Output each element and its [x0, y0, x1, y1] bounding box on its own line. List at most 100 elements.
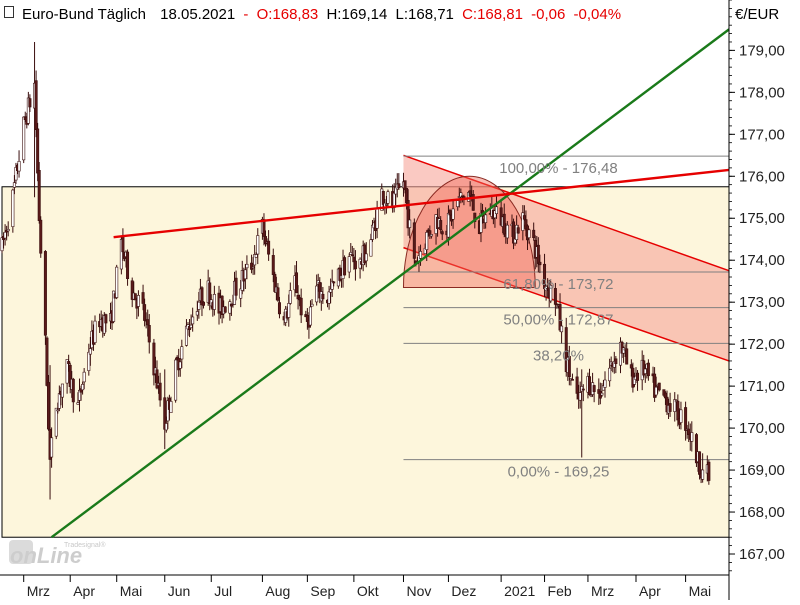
candle-body [646, 362, 650, 377]
candle-body [76, 402, 80, 405]
candle-body [88, 348, 92, 355]
candle-body [287, 303, 291, 318]
candle-body [115, 266, 119, 298]
candle-body [136, 295, 140, 307]
candle [310, 299, 314, 307]
x-tick-label: Mrz [591, 583, 614, 599]
candle-body [543, 263, 547, 290]
candle [524, 210, 528, 237]
candle-body [163, 397, 167, 430]
y-tick-label: 171,00 [739, 378, 785, 395]
candle-body [451, 208, 455, 220]
y-tick-label: 176,00 [739, 168, 785, 185]
red-resistance-line [113, 168, 730, 239]
candle-body [690, 432, 694, 442]
candle [163, 369, 167, 450]
candle-body [191, 316, 195, 325]
candle-body [536, 244, 540, 264]
candle [386, 189, 390, 207]
candle-body [575, 376, 579, 394]
candle-body [676, 400, 680, 421]
y-tick-label: 175,00 [739, 210, 785, 227]
header-sep: - [243, 6, 248, 23]
candle [451, 200, 455, 229]
candle-body [456, 200, 460, 207]
logo-small-text: Tradesignal® [64, 541, 106, 549]
candle [267, 230, 271, 261]
candle-body [315, 285, 319, 303]
header-low: L:168,71 [396, 6, 454, 23]
candle [587, 368, 591, 396]
candle [625, 342, 629, 365]
candle-body [347, 256, 351, 273]
candle [12, 175, 16, 195]
candle-body [428, 230, 432, 236]
candle-body [147, 325, 151, 343]
candle-body [524, 219, 528, 229]
candle [646, 359, 650, 381]
candle-body [12, 182, 16, 188]
candle [428, 225, 432, 239]
candle-body [505, 224, 509, 239]
candle [82, 368, 86, 390]
candle-body [370, 224, 374, 240]
candle-body [600, 392, 604, 396]
candle-body [522, 215, 526, 220]
candle-body [494, 206, 498, 214]
candle [560, 321, 564, 344]
candle [419, 244, 423, 266]
candle-body [567, 355, 571, 378]
candle [564, 317, 568, 377]
header-change: -0,06 [531, 6, 565, 23]
candle-body [277, 302, 281, 315]
candle [429, 234, 433, 239]
header-icon[interactable] [4, 6, 14, 18]
candle [684, 401, 688, 441]
candle [570, 373, 574, 381]
candle-body [104, 314, 108, 324]
candle [698, 451, 702, 480]
candle-body [47, 382, 51, 430]
tradesignal-online-logo: Tradesignal® onLine [9, 540, 106, 568]
x-tick-label: Okt [357, 583, 379, 599]
y-tick-label: 170,00 [739, 420, 785, 437]
candle-body [81, 384, 85, 391]
candle [17, 150, 21, 178]
candle [581, 384, 585, 402]
candle-body [629, 364, 633, 369]
candle [440, 229, 444, 241]
candle [200, 286, 204, 317]
candle [600, 383, 604, 397]
candle [532, 222, 536, 241]
candle [471, 190, 475, 211]
candle [67, 354, 71, 372]
candle-body [245, 263, 249, 269]
candle-body [197, 301, 201, 310]
x-tick-label: Mrz [27, 583, 50, 599]
candle-body [256, 235, 260, 255]
candle [321, 286, 325, 304]
candle-body [223, 306, 227, 313]
candle [39, 216, 43, 258]
candle-body [82, 371, 86, 383]
candle [47, 374, 51, 431]
candle [54, 407, 58, 440]
x-tick-label: Aug [265, 583, 290, 599]
candle [369, 233, 373, 257]
candle-body [668, 403, 672, 412]
candle [299, 288, 303, 324]
candle-body [288, 290, 292, 304]
candle [174, 357, 178, 403]
candle-body [384, 204, 388, 206]
candle [527, 228, 531, 244]
candle-body [684, 407, 688, 431]
candle [397, 173, 401, 190]
candle [679, 401, 683, 430]
candle-body [553, 288, 557, 305]
candle [147, 314, 151, 354]
candle-body [22, 116, 26, 161]
candle-body [332, 281, 336, 284]
candle [439, 216, 443, 234]
y-tick-label: 172,00 [739, 336, 785, 353]
x-tick-label: Jul [214, 583, 232, 599]
